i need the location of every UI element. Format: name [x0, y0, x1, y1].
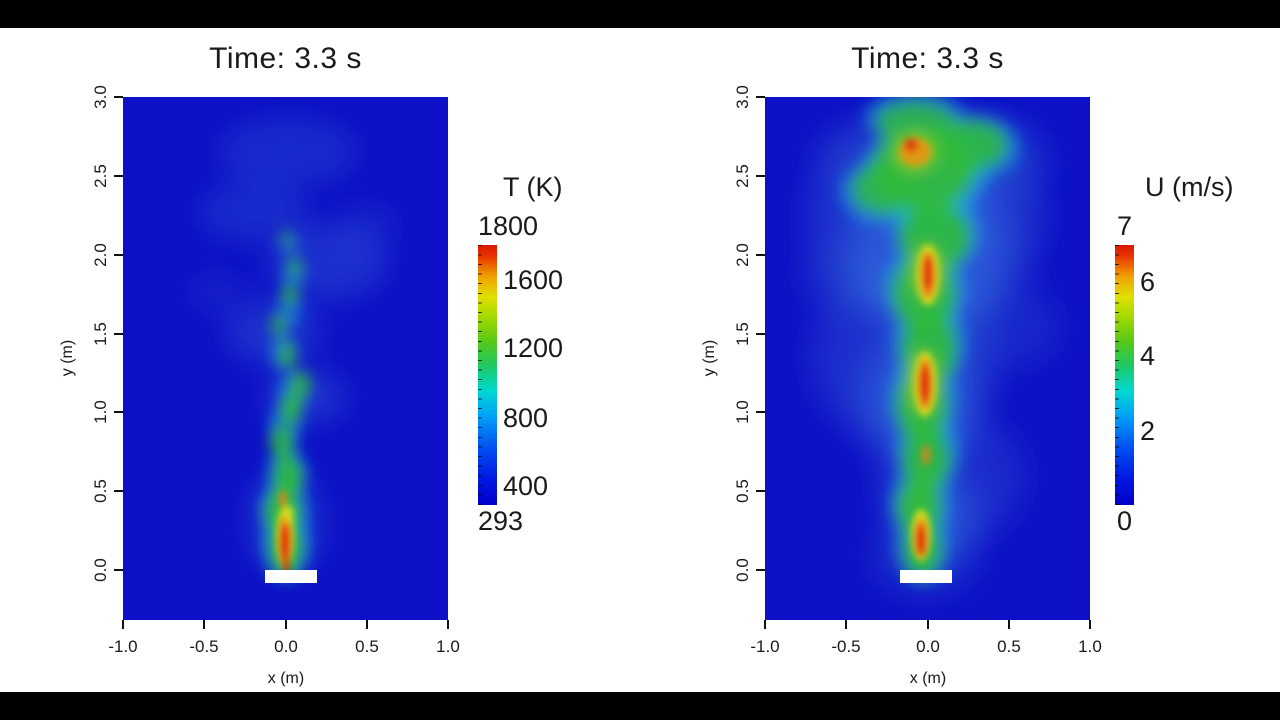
velocity-colorbar-title: U (m/s): [1145, 172, 1234, 202]
colorbar-tick-label: 400: [503, 471, 549, 501]
colorbar-tick-label: 800: [503, 403, 549, 433]
y-tick-label: 3.0: [91, 85, 110, 109]
y-tick-mark: [114, 333, 123, 335]
letterbox-bottom: [0, 692, 1280, 720]
temperature-panel-title: Time: 3.3 s: [209, 42, 362, 75]
y-tick-mark: [114, 254, 123, 256]
y-tick-label: 2.5: [91, 164, 110, 188]
velocity-colorbar: [1115, 245, 1134, 505]
x-tick-mark: [285, 620, 287, 629]
y-tick-mark: [756, 175, 765, 177]
velocity-panel-title: Time: 3.3 s: [851, 42, 1004, 75]
y-tick-label: 0.5: [91, 479, 110, 503]
x-tick-label: 0.0: [916, 637, 940, 656]
x-tick-mark: [1008, 620, 1010, 629]
y-tick-label: 1.0: [733, 400, 752, 424]
x-tick-mark: [203, 620, 205, 629]
y-tick-label: 2.5: [733, 164, 752, 188]
colorbar-tick-label: 2: [1140, 416, 1156, 446]
colorbar-min-label: 0: [1117, 506, 1133, 536]
x-tick-mark: [845, 620, 847, 629]
y-tick-label: 1.5: [733, 322, 752, 346]
y-axis-label: y (m): [701, 339, 718, 377]
y-tick-mark: [114, 490, 123, 492]
y-tick-mark: [114, 96, 123, 98]
x-tick-label: 0.5: [355, 637, 379, 656]
colorbar-tick-label: 4: [1140, 341, 1156, 371]
y-tick-label: 0.0: [91, 558, 110, 582]
colorbar-tick-label: 1600: [503, 265, 564, 295]
letterbox-top: [0, 0, 1280, 28]
temperature-plot: [123, 97, 448, 620]
y-tick-mark: [756, 254, 765, 256]
y-tick-mark: [114, 569, 123, 571]
x-tick-label: 1.0: [436, 637, 460, 656]
y-tick-mark: [756, 411, 765, 413]
y-tick-mark: [756, 569, 765, 571]
temperature-heatmap: [123, 97, 448, 620]
plume-hot-core: [899, 138, 939, 561]
y-tick-label: 0.0: [733, 558, 752, 582]
x-tick-label: 1.0: [1078, 637, 1102, 656]
colorbar-max-label: 1800: [478, 211, 539, 241]
x-tick-mark: [447, 620, 449, 629]
colorbar-max-label: 7: [1117, 211, 1133, 241]
temperature-colorbar-title: T (K): [503, 172, 563, 202]
y-tick-label: 1.0: [91, 400, 110, 424]
y-tick-mark: [114, 411, 123, 413]
x-tick-label: -0.5: [189, 637, 219, 656]
y-tick-label: 0.5: [733, 479, 752, 503]
y-tick-label: 3.0: [733, 85, 752, 109]
temperature-colorbar: [478, 245, 497, 505]
velocity-plot: [765, 97, 1090, 620]
x-tick-mark: [122, 620, 124, 629]
velocity-heatmap: [765, 97, 1090, 620]
x-tick-label: -1.0: [108, 637, 138, 656]
x-axis-label: x (m): [909, 670, 947, 687]
x-axis-label: x (m): [267, 670, 305, 687]
plot-canvas: Time: 3.3 s: [0, 28, 1280, 692]
x-tick-label: -0.5: [831, 637, 861, 656]
y-tick-mark: [756, 490, 765, 492]
y-tick-mark: [756, 333, 765, 335]
x-tick-mark: [927, 620, 929, 629]
y-tick-label: 1.5: [91, 322, 110, 346]
burner-vent: [265, 570, 317, 583]
x-tick-mark: [366, 620, 368, 629]
x-tick-mark: [764, 620, 766, 629]
x-tick-label: 0.0: [274, 637, 298, 656]
burner-vent: [900, 570, 952, 583]
colorbar-tick-label: 6: [1140, 267, 1156, 297]
colorbar-min-label: 293: [478, 506, 524, 536]
y-tick-mark: [114, 175, 123, 177]
x-tick-label: 0.5: [997, 637, 1021, 656]
y-tick-mark: [756, 96, 765, 98]
y-tick-label: 2.0: [91, 243, 110, 267]
x-tick-mark: [1089, 620, 1091, 629]
y-axis-label: y (m): [59, 339, 76, 377]
x-tick-label: -1.0: [750, 637, 780, 656]
colorbar-tick-label: 1200: [503, 333, 564, 363]
y-tick-label: 2.0: [733, 243, 752, 267]
